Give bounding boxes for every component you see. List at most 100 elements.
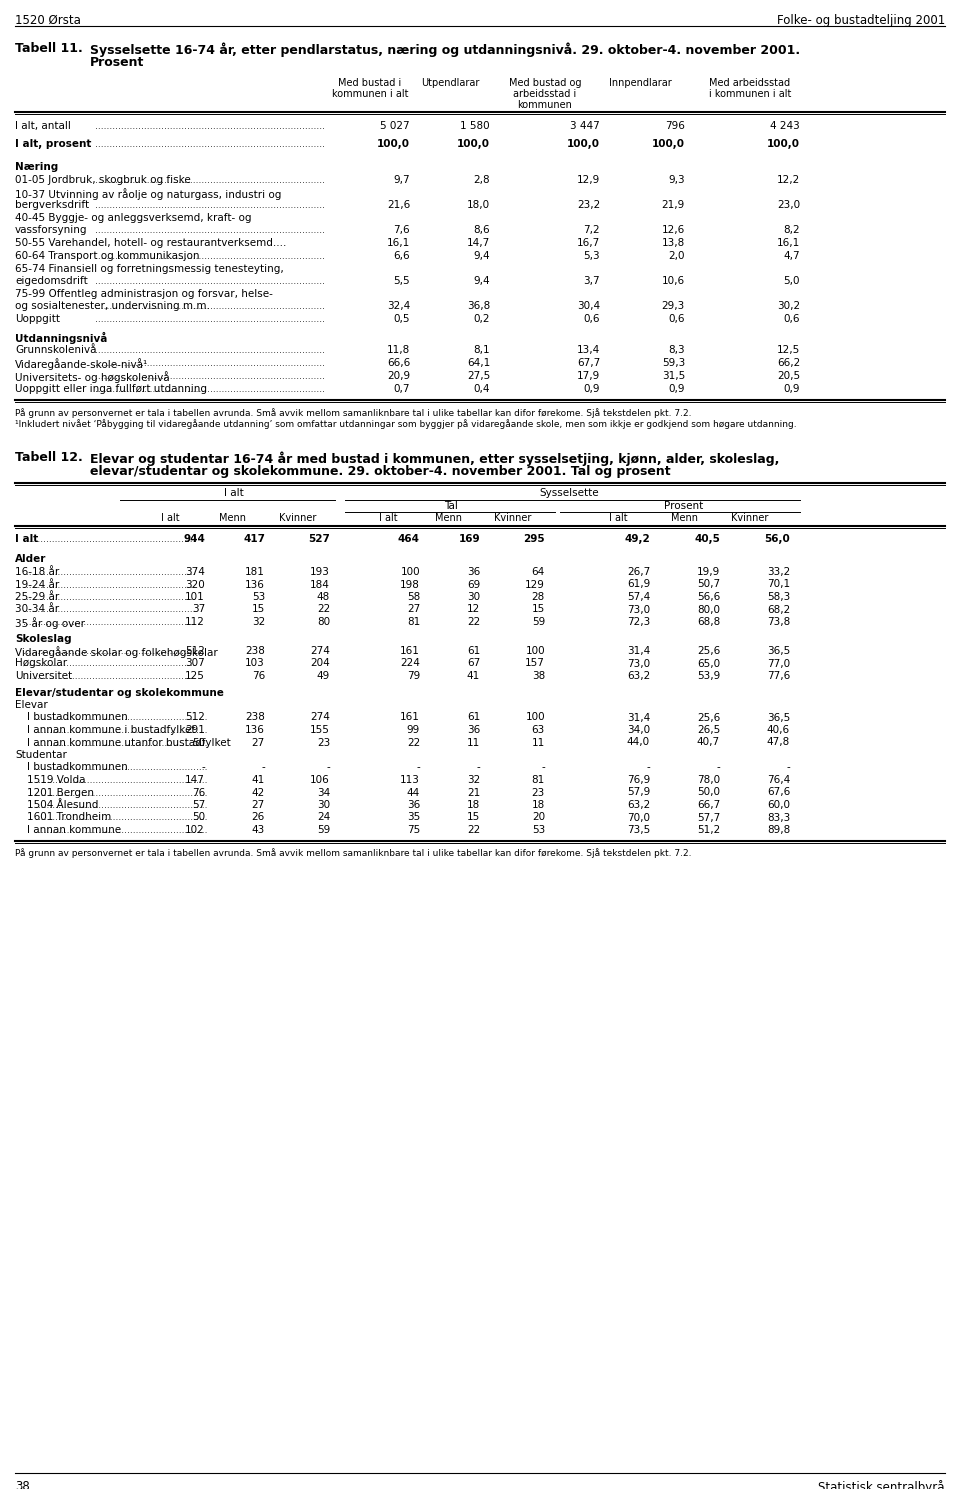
Text: 49: 49	[317, 672, 330, 680]
Text: 30: 30	[467, 593, 480, 602]
Text: Høgskolar: Høgskolar	[15, 658, 67, 669]
Text: 16,1: 16,1	[387, 238, 410, 249]
Text: 274: 274	[310, 713, 330, 722]
Text: 0,6: 0,6	[584, 314, 600, 325]
Text: 44: 44	[407, 788, 420, 798]
Text: 512: 512	[185, 713, 205, 722]
Text: 169: 169	[458, 535, 480, 543]
Text: ............................................................: ........................................…	[35, 727, 207, 736]
Text: 48: 48	[317, 593, 330, 602]
Text: Med arbeidsstad: Med arbeidsstad	[709, 77, 791, 88]
Text: 0,9: 0,9	[584, 384, 600, 395]
Text: kommunen: kommunen	[517, 100, 572, 110]
Text: 70,1: 70,1	[767, 579, 790, 590]
Text: Universitets- og høgskolenivå: Universitets- og høgskolenivå	[15, 371, 170, 383]
Text: 21,6: 21,6	[387, 200, 410, 210]
Text: 18: 18	[467, 800, 480, 810]
Text: I alt: I alt	[224, 488, 244, 497]
Text: 73,5: 73,5	[627, 825, 650, 835]
Text: 1601 Trondheim: 1601 Trondheim	[27, 813, 111, 822]
Text: Sysselsette: Sysselsette	[540, 488, 599, 497]
Text: 76,4: 76,4	[767, 774, 790, 785]
Text: 1504 Ålesund: 1504 Ålesund	[27, 800, 98, 810]
Text: Uoppgitt: Uoppgitt	[15, 314, 60, 325]
Text: I alt: I alt	[160, 514, 180, 523]
Text: 18: 18	[532, 800, 545, 810]
Text: Næring: Næring	[15, 162, 59, 173]
Text: og sosialtenester, undervisning m.m.: og sosialtenester, undervisning m.m.	[15, 301, 210, 311]
Text: Skoleslag: Skoleslag	[15, 633, 72, 643]
Text: Universitet: Universitet	[15, 672, 72, 680]
Text: 31,5: 31,5	[661, 371, 685, 381]
Text: 72,3: 72,3	[627, 616, 650, 627]
Text: Sysselsette 16-74 år, etter pendlarstatus, næring og utdanningsnivå. 29. oktober: Sysselsette 16-74 år, etter pendlarstatu…	[90, 42, 800, 57]
Text: 66,6: 66,6	[387, 357, 410, 368]
Text: 69: 69	[467, 579, 480, 590]
Text: 102: 102	[185, 825, 205, 835]
Text: I annan kommune: I annan kommune	[27, 825, 121, 835]
Text: Kvinner: Kvinner	[494, 514, 532, 523]
Text: Innpendlarar: Innpendlarar	[609, 77, 671, 88]
Text: 157: 157	[525, 658, 545, 669]
Text: 18,0: 18,0	[467, 200, 490, 210]
Text: 70,0: 70,0	[627, 813, 650, 822]
Text: 9,4: 9,4	[473, 275, 490, 286]
Text: Menn: Menn	[671, 514, 699, 523]
Text: 36: 36	[467, 567, 480, 578]
Text: 58,3: 58,3	[767, 593, 790, 602]
Text: 59: 59	[532, 616, 545, 627]
Text: 41: 41	[252, 774, 265, 785]
Text: 57,9: 57,9	[627, 788, 650, 798]
Text: 66,2: 66,2	[777, 357, 800, 368]
Text: ................................................................................: ........................................…	[95, 201, 325, 210]
Text: I annan kommune i bustadfylket: I annan kommune i bustadfylket	[27, 725, 196, 736]
Text: 238: 238	[245, 646, 265, 657]
Text: 2,8: 2,8	[473, 176, 490, 185]
Text: 238: 238	[245, 713, 265, 722]
Text: I alt: I alt	[15, 535, 38, 543]
Text: -: -	[261, 762, 265, 773]
Text: ............................................................: ........................................…	[22, 567, 195, 578]
Text: 944: 944	[183, 535, 205, 543]
Text: 33,2: 33,2	[767, 567, 790, 578]
Text: 12: 12	[467, 605, 480, 615]
Text: 295: 295	[523, 535, 545, 543]
Text: 26,7: 26,7	[627, 567, 650, 578]
Text: 36,5: 36,5	[767, 646, 790, 657]
Text: Kvinner: Kvinner	[279, 514, 317, 523]
Text: 147: 147	[185, 774, 205, 785]
Text: 37: 37	[192, 605, 205, 615]
Text: 53: 53	[252, 593, 265, 602]
Text: ............................................................: ........................................…	[35, 801, 207, 810]
Text: 63,2: 63,2	[627, 672, 650, 680]
Text: 59,3: 59,3	[661, 357, 685, 368]
Text: ............................................................: ........................................…	[35, 739, 207, 747]
Text: 100,0: 100,0	[567, 138, 600, 149]
Text: ................................................................................: ........................................…	[95, 386, 325, 395]
Text: 81: 81	[532, 774, 545, 785]
Text: 374: 374	[185, 567, 205, 578]
Text: -: -	[541, 762, 545, 773]
Text: 27: 27	[252, 800, 265, 810]
Text: 79: 79	[407, 672, 420, 680]
Text: 8,1: 8,1	[473, 345, 490, 354]
Text: Vidaregåande skolar og folkehøgskolar: Vidaregåande skolar og folkehøgskolar	[15, 646, 218, 658]
Text: 15: 15	[252, 605, 265, 615]
Text: 12,5: 12,5	[777, 345, 800, 354]
Text: i kommunen i alt: i kommunen i alt	[708, 89, 791, 98]
Text: 4,7: 4,7	[783, 252, 800, 261]
Text: 193: 193	[310, 567, 330, 578]
Text: -: -	[646, 762, 650, 773]
Text: 23,0: 23,0	[777, 200, 800, 210]
Text: 16-18 år: 16-18 år	[15, 567, 60, 578]
Text: 0,2: 0,2	[473, 314, 490, 325]
Text: bergverksdrift: bergverksdrift	[15, 200, 89, 210]
Text: 51,2: 51,2	[697, 825, 720, 835]
Text: Prosent: Prosent	[90, 57, 144, 68]
Text: 89,8: 89,8	[767, 825, 790, 835]
Text: 77,6: 77,6	[767, 672, 790, 680]
Text: -: -	[716, 762, 720, 773]
Text: -: -	[476, 762, 480, 773]
Text: ............................................................: ........................................…	[22, 618, 195, 627]
Text: 23: 23	[317, 737, 330, 747]
